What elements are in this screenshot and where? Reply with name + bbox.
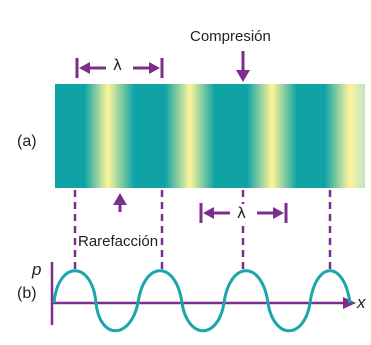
rarefaction-label: Rarefacción xyxy=(78,233,159,250)
panel-a-label: (a) xyxy=(17,133,37,150)
compression-label: Compresión xyxy=(190,28,271,45)
lambda-bottom-label: λ xyxy=(234,204,249,222)
panel-b-label: (b) xyxy=(17,285,37,302)
rarefaction-arrow xyxy=(113,193,127,212)
pressure-curve xyxy=(52,269,352,333)
axis-x-label: x xyxy=(357,293,366,312)
guide-lines xyxy=(73,190,332,270)
density-band xyxy=(55,84,365,188)
lambda-top-arrow xyxy=(75,58,164,78)
axis-y-label: p xyxy=(32,260,42,279)
lambda-bottom-arrow xyxy=(199,203,288,223)
lambda-top-label: λ xyxy=(110,56,125,74)
compression-arrow xyxy=(236,51,250,82)
